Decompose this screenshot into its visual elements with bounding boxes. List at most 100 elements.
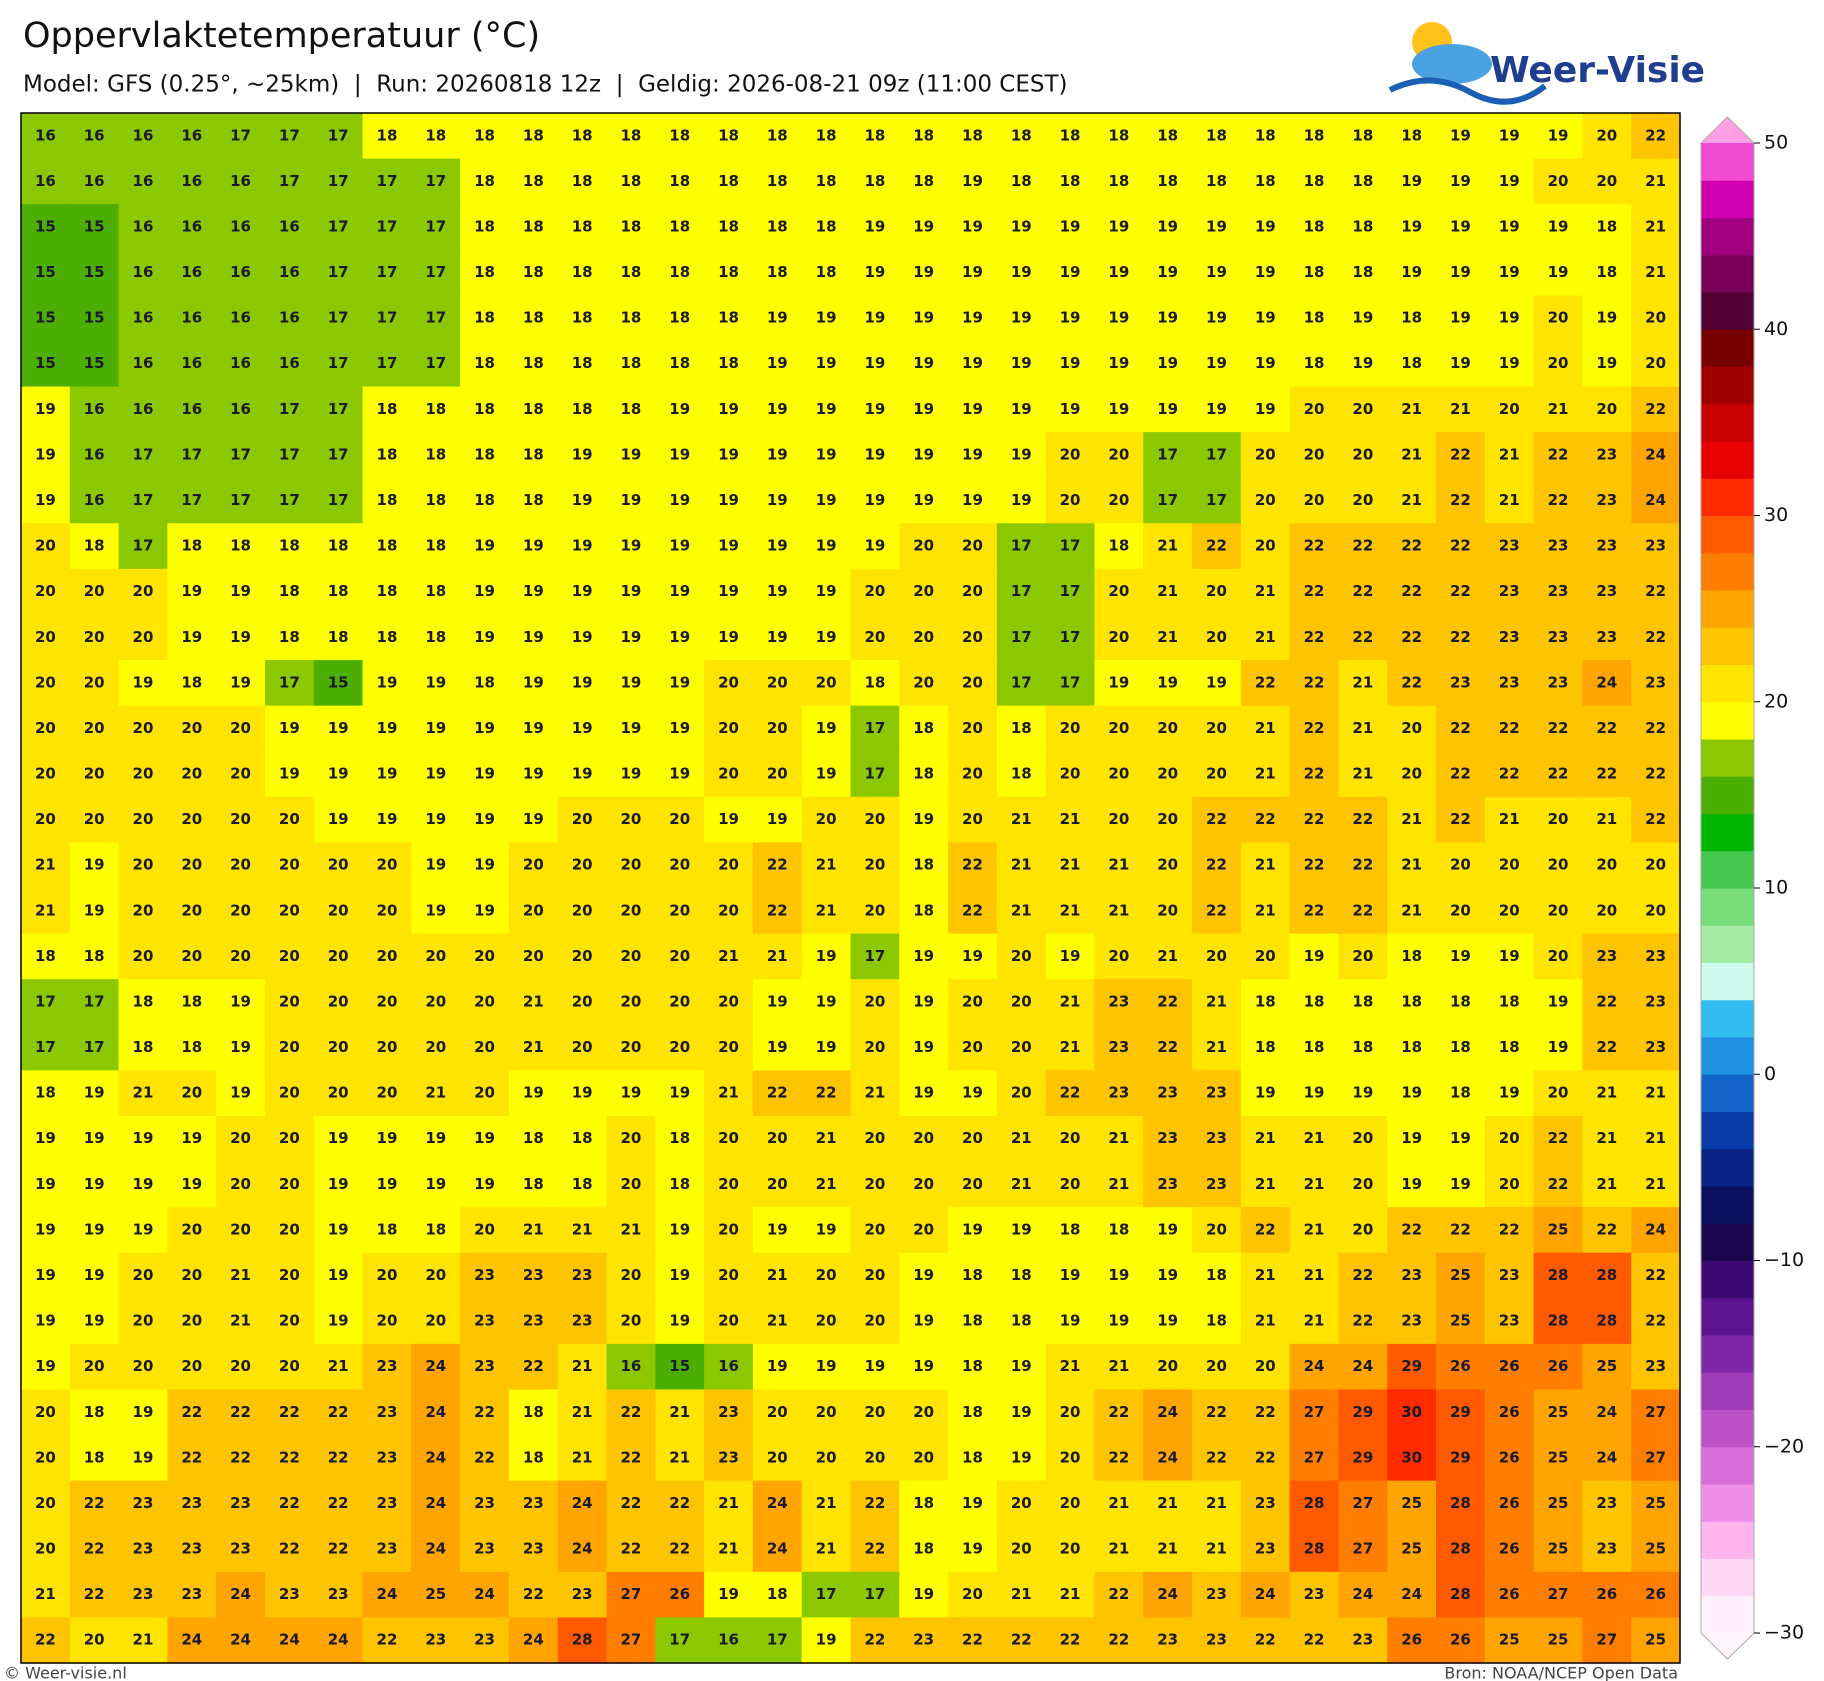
temperature-cell bbox=[1387, 1435, 1437, 1482]
temperature-cell bbox=[118, 1298, 168, 1345]
temperature-label: 16 bbox=[181, 354, 202, 372]
temperature-cell bbox=[21, 1024, 71, 1071]
temperature-cell bbox=[948, 796, 998, 844]
temperature-cell bbox=[752, 888, 803, 935]
temperature-cell bbox=[1240, 1343, 1291, 1391]
temperature-label: 19 bbox=[1011, 1403, 1032, 1421]
temperature-cell bbox=[1240, 386, 1291, 433]
temperature-cell bbox=[1143, 1070, 1193, 1117]
temperature-cell bbox=[21, 432, 71, 479]
temperature-cell bbox=[508, 979, 559, 1026]
temperature-label: 22 bbox=[1596, 1038, 1617, 1056]
temperature-label: 18 bbox=[1255, 126, 1276, 144]
temperature-cell bbox=[69, 1526, 120, 1573]
temperature-cell bbox=[801, 1389, 852, 1436]
temperature-label: 20 bbox=[133, 1266, 154, 1284]
temperature-label: 20 bbox=[962, 1585, 983, 1603]
temperature-cell bbox=[655, 796, 705, 844]
temperature-cell bbox=[118, 1571, 168, 1619]
temperature-cell bbox=[1143, 158, 1193, 205]
temperature-label: 18 bbox=[1596, 217, 1617, 235]
temperature-label: 18 bbox=[913, 856, 934, 874]
temperature-cell bbox=[899, 1617, 949, 1664]
temperature-cell bbox=[1484, 1389, 1535, 1436]
temperature-label: 23 bbox=[1499, 1266, 1520, 1284]
temperature-cell bbox=[411, 386, 461, 433]
temperature-cell bbox=[216, 614, 266, 661]
temperature-cell bbox=[1484, 113, 1535, 160]
temperature-label: 18 bbox=[962, 1403, 983, 1421]
temperature-label: 18 bbox=[913, 765, 934, 783]
temperature-cell bbox=[850, 249, 900, 296]
temperature-label: 18 bbox=[1450, 992, 1471, 1010]
temperature-label: 18 bbox=[279, 628, 300, 646]
temperature-label: 19 bbox=[35, 1129, 56, 1147]
temperature-cell bbox=[1289, 979, 1340, 1026]
temperature-label: 19 bbox=[1108, 263, 1129, 281]
temperature-cell bbox=[313, 1526, 364, 1573]
temperature-cell bbox=[460, 1343, 510, 1391]
temperature-label: 20 bbox=[816, 1448, 837, 1466]
temperature-cell bbox=[752, 1389, 803, 1436]
temperature-cell bbox=[1143, 113, 1193, 160]
temperature-cell bbox=[508, 1115, 559, 1163]
temperature-cell bbox=[704, 523, 754, 570]
temperature-cell bbox=[1387, 1161, 1437, 1208]
temperature-cell bbox=[655, 1207, 705, 1254]
temperature-cell bbox=[655, 933, 705, 980]
temperature-cell bbox=[1436, 1617, 1486, 1664]
temperature-cell bbox=[752, 340, 803, 388]
temperature-cell bbox=[850, 386, 900, 433]
temperature-label: 19 bbox=[1499, 126, 1520, 144]
temperature-label: 21 bbox=[1011, 1175, 1032, 1193]
temperature-label: 21 bbox=[1645, 1175, 1666, 1193]
temperature-label: 20 bbox=[279, 1175, 300, 1193]
temperature-cell bbox=[996, 796, 1047, 844]
temperature-cell bbox=[1289, 158, 1340, 205]
temperature-cell bbox=[216, 1207, 266, 1254]
temperature-label: 26 bbox=[1499, 1403, 1520, 1421]
colorbar-band bbox=[1701, 403, 1754, 442]
temperature-label: 19 bbox=[1548, 992, 1569, 1010]
temperature-label: 20 bbox=[425, 947, 446, 965]
temperature-label: 23 bbox=[1596, 445, 1617, 463]
temperature-cell bbox=[1240, 796, 1291, 844]
temperature-label: 18 bbox=[328, 537, 349, 555]
temperature-label: 20 bbox=[377, 1312, 398, 1330]
temperature-label: 18 bbox=[718, 126, 739, 144]
temperature-cell bbox=[801, 796, 852, 844]
temperature-label: 19 bbox=[816, 765, 837, 783]
temperature-cell bbox=[313, 158, 364, 205]
temperature-label: 20 bbox=[230, 1357, 251, 1375]
temperature-label: 27 bbox=[1548, 1585, 1569, 1603]
temperature-cell bbox=[167, 1161, 217, 1208]
temperature-label: 19 bbox=[84, 901, 105, 919]
temperature-label: 19 bbox=[1255, 217, 1276, 235]
temperature-cell bbox=[69, 705, 120, 752]
temperature-cell bbox=[1289, 1389, 1340, 1436]
temperature-label: 21 bbox=[1011, 1129, 1032, 1147]
temperature-label: 20 bbox=[1108, 491, 1129, 509]
temperature-cell bbox=[1192, 1298, 1242, 1345]
temperature-label: 19 bbox=[816, 582, 837, 600]
temperature-cell bbox=[1289, 1435, 1340, 1482]
temperature-label: 18 bbox=[474, 400, 495, 418]
temperature-cell bbox=[850, 888, 900, 935]
temperature-label: 19 bbox=[1060, 354, 1081, 372]
temperature-label: 18 bbox=[474, 126, 495, 144]
temperature-label: 20 bbox=[84, 1631, 105, 1649]
temperature-label: 19 bbox=[816, 1357, 837, 1375]
temperature-cell bbox=[411, 249, 461, 296]
temperature-cell bbox=[606, 477, 656, 524]
temperature-cell bbox=[1240, 1024, 1291, 1071]
temperature-cell bbox=[1192, 751, 1242, 798]
temperature-label: 19 bbox=[1108, 354, 1129, 372]
temperature-label: 20 bbox=[816, 810, 837, 828]
temperature-label: 19 bbox=[1157, 1266, 1178, 1284]
temperature-label: 19 bbox=[767, 1357, 788, 1375]
temperature-cell bbox=[606, 796, 656, 844]
temperature-label: 23 bbox=[1645, 1038, 1666, 1056]
temperature-cell bbox=[1582, 386, 1632, 433]
temperature-label: 20 bbox=[620, 901, 641, 919]
temperature-label: 19 bbox=[913, 309, 934, 327]
